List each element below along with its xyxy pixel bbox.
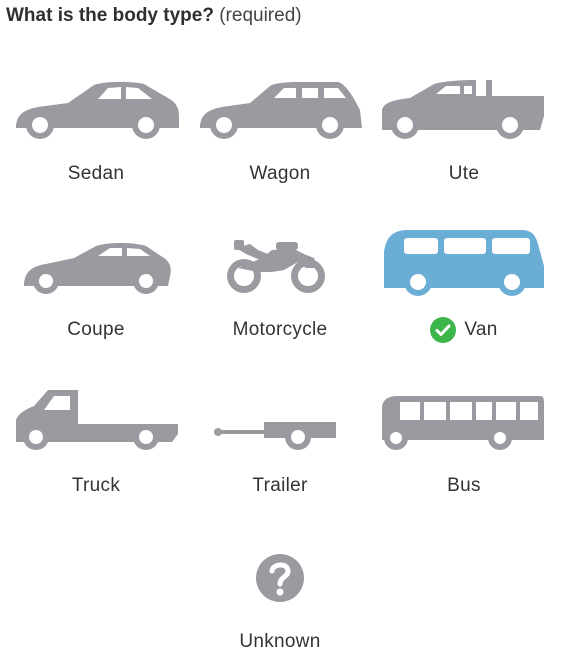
option-motorcycle[interactable]: Motorcycle bbox=[188, 214, 372, 344]
wagon-icon bbox=[200, 82, 362, 139]
truck-icon bbox=[16, 390, 178, 450]
option-label: Motorcycle bbox=[232, 319, 328, 340]
option-truck[interactable]: Truck bbox=[4, 370, 188, 500]
option-label: Truck bbox=[71, 475, 121, 496]
option-label: Coupe bbox=[67, 319, 125, 340]
van-icon bbox=[384, 230, 544, 296]
option-bus[interactable]: Bus bbox=[372, 370, 556, 500]
option-wagon[interactable]: Wagon bbox=[188, 58, 372, 188]
option-label: Van bbox=[464, 319, 498, 340]
option-label: Trailer bbox=[252, 475, 308, 496]
option-label: Sedan bbox=[67, 163, 125, 184]
coupe-icon bbox=[24, 243, 171, 294]
question-text: What is the body type? bbox=[6, 5, 214, 26]
option-unknown[interactable]: Unknown bbox=[188, 526, 372, 656]
trailer-icon bbox=[214, 422, 336, 450]
ute-icon bbox=[382, 80, 544, 139]
check-circle-icon bbox=[430, 317, 457, 343]
question-mark-icon bbox=[256, 554, 304, 602]
option-label: Wagon bbox=[249, 163, 311, 184]
option-coupe[interactable]: Coupe bbox=[4, 214, 188, 344]
motorcycle-icon bbox=[227, 240, 325, 293]
option-trailer[interactable]: Trailer bbox=[188, 370, 372, 500]
option-label: Unknown bbox=[239, 631, 321, 652]
option-sedan[interactable]: Sedan bbox=[4, 58, 188, 188]
option-van[interactable]: Van bbox=[372, 214, 556, 344]
option-label: Ute bbox=[448, 163, 480, 184]
bus-icon bbox=[382, 396, 544, 450]
sedan-icon bbox=[16, 81, 179, 139]
option-ute[interactable]: Ute bbox=[372, 58, 556, 188]
option-label: Bus bbox=[447, 475, 481, 496]
question-heading: What is the body type? (required) bbox=[6, 4, 302, 28]
required-note: (required) bbox=[219, 5, 302, 26]
